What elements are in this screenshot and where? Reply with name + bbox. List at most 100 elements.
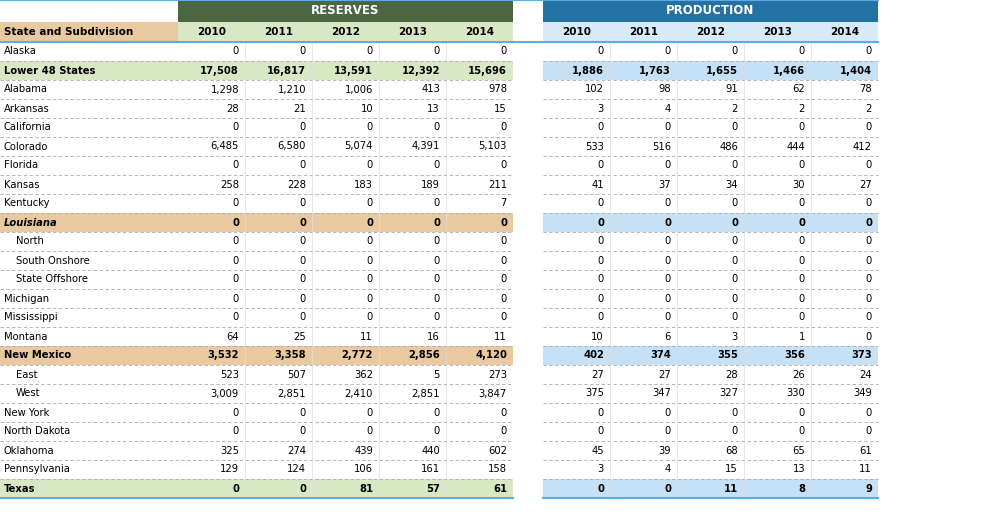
Text: 124: 124 (287, 465, 306, 474)
Text: 0: 0 (598, 255, 604, 266)
Text: 0: 0 (233, 293, 239, 303)
Text: 3,847: 3,847 (479, 388, 507, 398)
Text: 0: 0 (865, 236, 872, 246)
Text: 62: 62 (792, 85, 805, 94)
Text: 374: 374 (650, 350, 671, 361)
Text: 0: 0 (865, 160, 872, 171)
Text: State and Subdivision: State and Subdivision (4, 27, 134, 37)
Text: 0: 0 (865, 408, 872, 418)
Text: 2,851: 2,851 (412, 388, 440, 398)
Text: 0: 0 (366, 160, 373, 171)
Text: 0: 0 (799, 160, 805, 171)
Text: South Onshore: South Onshore (16, 255, 90, 266)
Bar (543, 308, 878, 327)
Bar (0, 175, 513, 194)
Text: 516: 516 (651, 141, 671, 151)
Text: 10: 10 (360, 103, 373, 113)
Text: 413: 413 (421, 85, 440, 94)
Text: 3: 3 (598, 465, 604, 474)
Text: 13: 13 (792, 465, 805, 474)
Text: 0: 0 (664, 313, 671, 323)
Text: 0: 0 (366, 198, 373, 208)
Text: 21: 21 (293, 103, 306, 113)
Text: 4,391: 4,391 (412, 141, 440, 151)
Text: 0: 0 (366, 408, 373, 418)
Text: 0: 0 (233, 275, 239, 284)
Text: 1,466: 1,466 (773, 65, 805, 76)
Bar (178, 0, 513, 22)
Bar (543, 137, 878, 156)
Text: 0: 0 (233, 123, 239, 133)
Text: Montana: Montana (4, 331, 48, 341)
Bar (543, 80, 878, 99)
Bar (513, 270, 543, 289)
Text: 0: 0 (732, 46, 738, 56)
Text: 2012: 2012 (331, 27, 360, 37)
Text: 0: 0 (366, 123, 373, 133)
Text: 2014: 2014 (465, 27, 494, 37)
Text: 0: 0 (299, 483, 306, 493)
Text: 3: 3 (732, 331, 738, 341)
Bar (0, 156, 513, 175)
Text: 0: 0 (865, 123, 872, 133)
Text: 0: 0 (501, 160, 507, 171)
Bar (543, 0, 878, 22)
Text: 0: 0 (598, 236, 604, 246)
Text: 4: 4 (664, 103, 671, 113)
Bar (513, 156, 543, 175)
Text: 13: 13 (428, 103, 440, 113)
Text: 211: 211 (488, 180, 507, 189)
Bar (543, 384, 878, 403)
Text: 0: 0 (598, 426, 604, 436)
Text: 0: 0 (434, 255, 440, 266)
Text: New York: New York (4, 408, 50, 418)
Text: 183: 183 (354, 180, 373, 189)
Bar (513, 0, 543, 22)
Text: 1,763: 1,763 (640, 65, 671, 76)
Text: 27: 27 (859, 180, 872, 189)
Text: 0: 0 (732, 123, 738, 133)
Text: 11: 11 (859, 465, 872, 474)
Text: 0: 0 (233, 313, 239, 323)
Bar (543, 365, 878, 384)
Text: 2010: 2010 (562, 27, 591, 37)
Text: 98: 98 (658, 85, 671, 94)
Text: 0: 0 (598, 46, 604, 56)
Text: 158: 158 (488, 465, 507, 474)
Text: 65: 65 (792, 445, 805, 456)
Text: 0: 0 (434, 46, 440, 56)
Bar (543, 460, 878, 479)
Text: 6,580: 6,580 (277, 141, 306, 151)
Text: 16: 16 (428, 331, 440, 341)
Bar (513, 327, 543, 346)
Text: 0: 0 (233, 236, 239, 246)
Text: 0: 0 (501, 313, 507, 323)
Text: 486: 486 (719, 141, 738, 151)
Text: Texas: Texas (4, 483, 36, 493)
Text: 0: 0 (732, 426, 738, 436)
Text: 0: 0 (598, 160, 604, 171)
Bar (513, 460, 543, 479)
Text: 0: 0 (501, 275, 507, 284)
Bar (543, 270, 878, 289)
Bar (543, 251, 878, 270)
Text: 0: 0 (300, 426, 306, 436)
Text: 8: 8 (798, 483, 805, 493)
Text: 81: 81 (358, 483, 373, 493)
Bar (513, 441, 543, 460)
Text: 91: 91 (726, 85, 738, 94)
Text: 0: 0 (799, 236, 805, 246)
Bar (0, 213, 513, 232)
Bar (0, 80, 513, 99)
Text: 26: 26 (792, 370, 805, 379)
Text: Kentucky: Kentucky (4, 198, 50, 208)
Text: 16,817: 16,817 (267, 65, 306, 76)
Text: 0: 0 (434, 313, 440, 323)
Bar (543, 479, 878, 498)
Bar (543, 42, 878, 61)
Text: 0: 0 (232, 483, 239, 493)
Text: 0: 0 (434, 426, 440, 436)
Text: 5,074: 5,074 (345, 141, 373, 151)
Text: 0: 0 (598, 293, 604, 303)
Text: 25: 25 (293, 331, 306, 341)
